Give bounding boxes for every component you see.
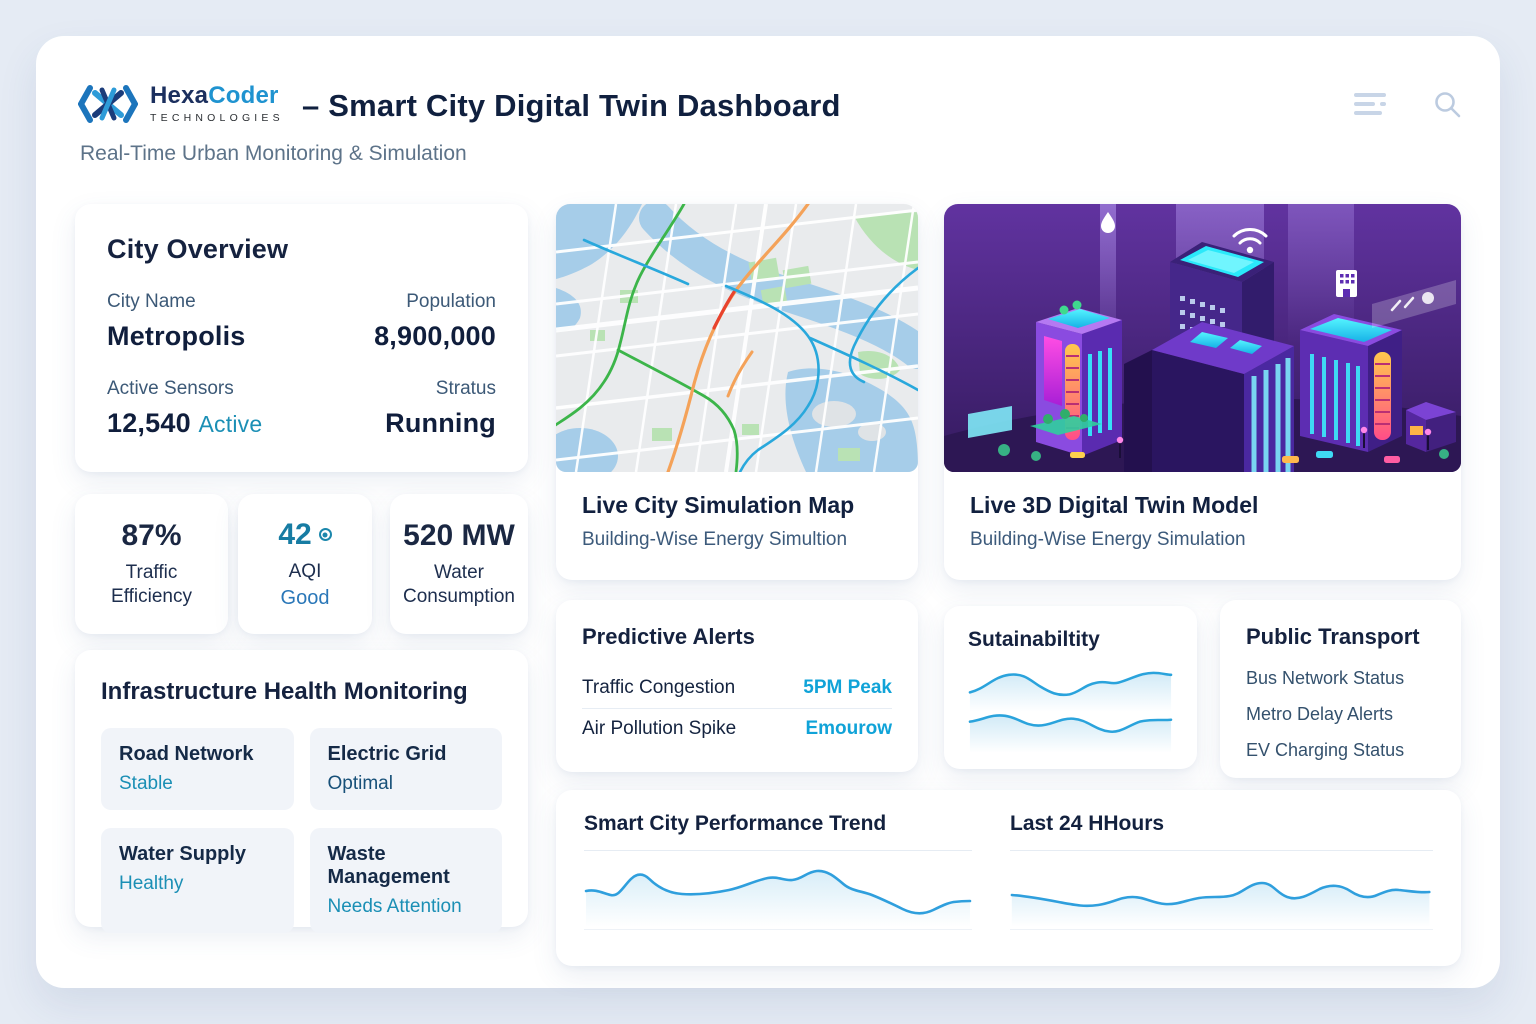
sustainability-sparkline [968,671,1173,753]
status-badge: Healthy [119,873,184,894]
last-24-hours-sparkline [1010,881,1431,927]
trend-left-chart [584,850,972,930]
active-sensors-label: Active Sensors [107,378,234,399]
status-badge: Needs Attention [327,896,462,917]
trend-right-section: Last 24 HHours [1010,812,1433,944]
water-consumption-value: 520 MW [403,519,515,553]
aqi-status: Good [280,587,330,610]
digital-twin-illustration[interactable] [944,204,1461,472]
status-label: Stratus [435,378,496,399]
map-card-title: Live City Simulation Map [582,492,855,518]
brand-text: HexaCoder TECHNOLOGIES [150,84,284,125]
sensors-status-badge: Active [198,411,263,437]
tile-name: Electric Grid [327,743,447,765]
city-map-illustration[interactable] [556,204,918,472]
infrastructure-title: Infrastructure Health Monitoring [101,678,468,705]
traffic-efficiency-card: 87% Traffic Efficiency [75,494,228,634]
trend-left-section: Smart City Performance Trend [584,812,972,944]
city-overview-grid: City Name Metropolis Population 8,900,00… [107,291,496,439]
transport-item-metro[interactable]: Metro Delay Alerts [1246,704,1394,724]
aqi-value: 42 [248,518,362,552]
tile-water-supply[interactable]: Water Supply Healthy [101,828,294,933]
aqi-label: AQI [288,560,322,582]
status-field: Stratus Running [302,378,496,439]
transport-item-bus[interactable]: Bus Network Status [1246,668,1405,688]
alert-row-traffic[interactable]: Traffic Congestion 5PM Peak [582,668,892,708]
status-badge: Optimal [327,773,393,794]
population-label: Population [406,291,496,312]
dashboard-container: HexaCoder TECHNOLOGIES – Smart City Digi… [36,36,1500,988]
brand-name-hexa: Hexa [150,82,209,109]
traffic-efficiency-value: 87% [121,519,182,553]
alert-value: 5PM Peak [803,677,892,698]
water-consumption-label: Water Consumption [403,562,515,607]
city-overview-title: City Overview [107,234,289,264]
city-overview-card: City Overview City Name Metropolis Popul… [75,204,528,472]
population-field: Population 8,900,000 [302,291,496,352]
map-card-subtitle: Building-Wise Energy Simultion [582,529,848,550]
page-title: – Smart City Digital Twin Dashboard [302,88,841,123]
status-value: Running [385,408,496,438]
city-name-label: City Name [107,291,196,312]
performance-trend-card: Smart City Performance Trend Last 24 HHo… [556,790,1461,966]
alert-row-pollution[interactable]: Air Pollution Spike Emourow [582,709,892,749]
water-consumption-card: 520 MW Water Consumption [390,494,528,634]
hexacoder-logo[interactable]: HexaCoder TECHNOLOGIES [78,80,284,128]
sustainability-card: Sutainabiltity [944,606,1197,769]
tile-name: Water Supply [119,843,247,865]
tile-name: Waste Management [327,843,450,888]
menu-icon[interactable] [1354,93,1390,117]
aqi-number: 42 [278,517,312,551]
tile-electric-grid[interactable]: Electric Grid Optimal [309,728,502,810]
page-subtitle: Real-Time Urban Monitoring & Simulation [80,142,467,165]
simulation-map-card: Live City Simulation Map Building-Wise E… [556,204,918,580]
tile-waste-management[interactable]: Waste Management Needs Attention [309,828,502,933]
public-transport-card: Public Transport Bus Network Status Metr… [1220,600,1461,778]
traffic-efficiency-label: Traffic Efficiency [111,562,192,607]
aqi-card: 42 AQI Good [238,494,372,634]
map-card-caption: Live City Simulation Map Building-Wise E… [556,472,918,551]
divider [582,708,892,709]
aqi-gauge-icon [318,528,332,542]
population-value: 8,900,000 [374,321,496,351]
tile-name: Road Network [119,743,254,765]
digital-twin-card: Live 3D Digital Twin Model Building-Wise… [944,204,1461,580]
performance-trend-sparkline [584,869,972,927]
water-drop-icon [1101,212,1115,233]
active-sensors-value: 12,540 Active [107,408,302,439]
infrastructure-card: Infrastructure Health Monitoring Road Ne… [75,650,528,933]
sensors-count: 12,540 [107,408,191,438]
brand-name-coder: Coder [208,82,279,109]
predictive-alerts-title: Predictive Alerts [582,624,755,649]
city-name-value: Metropolis [107,321,246,351]
trend-right-title: Last 24 HHours [1010,812,1165,835]
search-icon[interactable] [1432,90,1462,120]
brand-tagline: TECHNOLOGIES [150,112,284,124]
city-name-field: City Name Metropolis [107,291,302,352]
trend-left-title: Smart City Performance Trend [584,812,887,835]
building-icon [1336,270,1357,297]
alert-label: Traffic Congestion [582,677,736,698]
alert-label: Air Pollution Spike [582,718,737,739]
wifi-icon [1232,228,1268,245]
hexacoder-logo-icon [78,85,138,123]
brand-name: HexaCoder [150,84,284,108]
sustainability-title: Sutainabiltity [968,628,1100,651]
tile-road-network[interactable]: Road Network Stable [101,728,294,810]
active-sensors-field: Active Sensors 12,540 Active [107,378,302,439]
twin-card-subtitle: Building-Wise Energy Simulation [970,529,1246,550]
twin-card-title: Live 3D Digital Twin Model [970,492,1259,518]
alert-value: Emourow [805,718,892,739]
trend-right-chart [1010,850,1433,930]
twin-card-caption: Live 3D Digital Twin Model Building-Wise… [944,472,1461,551]
transport-item-ev[interactable]: EV Charging Status [1246,740,1405,760]
infrastructure-grid: Road Network Stable Electric Grid Optima… [101,728,502,933]
predictive-alerts-card: Predictive Alerts Traffic Congestion 5PM… [556,600,918,772]
public-transport-title: Public Transport [1246,624,1420,649]
status-badge: Stable [119,773,173,794]
